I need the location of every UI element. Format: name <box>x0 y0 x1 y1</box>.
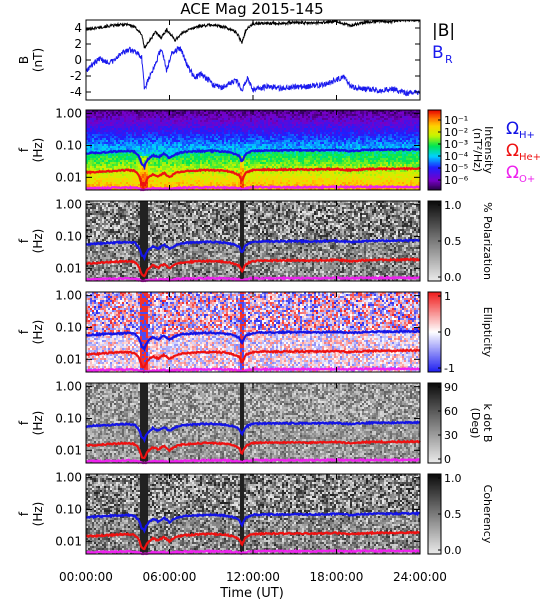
x-tick-label: 06:00:00 <box>143 570 197 584</box>
legend-omega-subscript-1: He+ <box>519 152 541 163</box>
y-tick-label: 4 <box>74 21 82 35</box>
colorbar-tick-label: 30 <box>444 429 458 442</box>
colorbar-unit: (nT²/Hz) <box>471 128 484 172</box>
series-line-1 <box>86 45 420 97</box>
y-tick-label: 2 <box>74 37 82 51</box>
panel-polarization: 1.00 0.10 0.01 f (Hz) 1.0 0.5 0.0 % Polarization <box>17 198 494 284</box>
colorbar-label: % Polarization <box>481 202 494 280</box>
y-axis-label-5: f <box>17 511 31 516</box>
colorbar-unit: (Deg) <box>469 408 482 439</box>
colorbar-tick-label: 90 <box>444 381 458 394</box>
colorbar-tick-label: 1.0 <box>444 472 462 485</box>
y-tick-label: 0.10 <box>55 320 82 334</box>
colorbar-label: Coherency <box>481 485 494 544</box>
panel-ellipticity: 1.00 0.10 0.01 f (Hz) 1 0 -1 Ellipticity <box>17 289 494 375</box>
colorbar-coherency: 1.0 0.5 0.0 Coherency <box>427 472 494 557</box>
y-tick-label: 0.01 <box>55 443 82 457</box>
y-axis-label-3: f <box>17 329 31 334</box>
panels: 420-2-4B (nT)|B|B R1.000.100.01f (Hz)10⁻¹10… <box>17 19 541 557</box>
y-tick-label: 0.01 <box>55 170 82 184</box>
y-tick-label: 0.01 <box>55 261 82 275</box>
x-tick-label: 00:00:00 <box>59 570 113 584</box>
legend-b-total: |B| <box>432 21 455 41</box>
y-axis-unit-3: (Hz) <box>31 320 45 345</box>
y-tick-label: 0.10 <box>55 411 82 425</box>
colorbar-ellipticity: 1 0 -1 Ellipticity <box>427 290 494 375</box>
colorbar-label: Ellipticity <box>481 307 494 358</box>
colorbar-tick-label: 0.0 <box>444 544 462 557</box>
y-axis-unit-0: (nT) <box>31 48 45 72</box>
y-tick-label: 1.00 <box>55 107 82 121</box>
y-tick-label: 0.01 <box>55 534 82 548</box>
colorbar-tick-label: 1 <box>444 290 451 303</box>
x-axis-label: Time (UT) <box>219 586 284 600</box>
y-tick-label: 1.00 <box>55 198 82 212</box>
colorbar-polarization: 1.0 0.5 0.0 % Polarization <box>427 199 494 284</box>
y-axis-label-4: f <box>17 420 31 425</box>
y-axis-unit-4: (Hz) <box>31 411 45 436</box>
colorbar-tick-label: 0.5 <box>444 235 462 248</box>
legend-omega-subscript-2: O+ <box>519 174 535 185</box>
y-axis-unit-2: (Hz) <box>31 229 45 254</box>
y-tick-label: 0.01 <box>55 352 82 366</box>
legend-omega-0: Ω <box>506 119 519 139</box>
colorbar-tick-label: 0 <box>444 453 451 466</box>
legend-omega-1: Ω <box>506 141 519 161</box>
y-tick-label: 0.10 <box>55 502 82 516</box>
y-tick-label: 1.00 <box>55 471 82 485</box>
figure-title: ACE Mag 2015-145 <box>180 0 323 18</box>
y-tick-label: 0.10 <box>55 138 82 152</box>
panel-intensity: 1.00 0.10 0.01 f (Hz) 10⁻¹10⁻²10⁻³10⁻⁴10⁻⁵10⁻… <box>17 107 541 192</box>
colorbar-tick-label: 10⁻⁶ <box>444 174 469 187</box>
legend-omega-2: Ω <box>506 163 519 183</box>
colorbar-tick-label: 0 <box>444 326 451 339</box>
y-tick-label: 0.10 <box>55 229 82 243</box>
colorbar-tick-label: -1 <box>444 362 455 375</box>
x-tick-label: 24:00:00 <box>393 570 447 584</box>
colorbar-tick-label: 60 <box>444 405 458 418</box>
y-axis-unit-1: (Hz) <box>31 138 45 163</box>
colorbar-intensity: 10⁻¹10⁻²10⁻³10⁻⁴10⁻⁵10⁻⁶Intensity(nT²/Hz… <box>427 109 495 191</box>
y-axis-unit-5: (Hz) <box>31 502 45 527</box>
y-tick-label: 1.00 <box>55 380 82 394</box>
y-axis-label-1: f <box>17 147 31 152</box>
panel-mag-field: 420-2-4B (nT)|B|B R <box>17 19 455 101</box>
y-axis-label-0: B <box>17 56 31 64</box>
legend-b-r: B <box>432 43 444 63</box>
y-axis-label-2: f <box>17 238 31 243</box>
y-tick-label: 1.00 <box>55 289 82 303</box>
y-tick-label: -4 <box>70 85 82 99</box>
legend-b-r-subscript: R <box>445 53 453 66</box>
panel-coherency: 1.00 0.10 0.01 f (Hz) 1.0 0.5 0.0 Coherency <box>17 471 494 557</box>
colorbar-tick-label: 0.0 <box>444 271 462 284</box>
y-tick-label: 0 <box>74 53 82 67</box>
y-tick-label: -2 <box>70 69 82 83</box>
legend-omega-subscript-0: H+ <box>519 130 535 141</box>
x-tick-label: 12:00:00 <box>226 570 280 584</box>
x-tick-label: 18:00:00 <box>310 570 364 584</box>
colorbar-tick-label: 0.5 <box>444 508 462 521</box>
colorbar-tick-label: 1.0 <box>444 199 462 212</box>
